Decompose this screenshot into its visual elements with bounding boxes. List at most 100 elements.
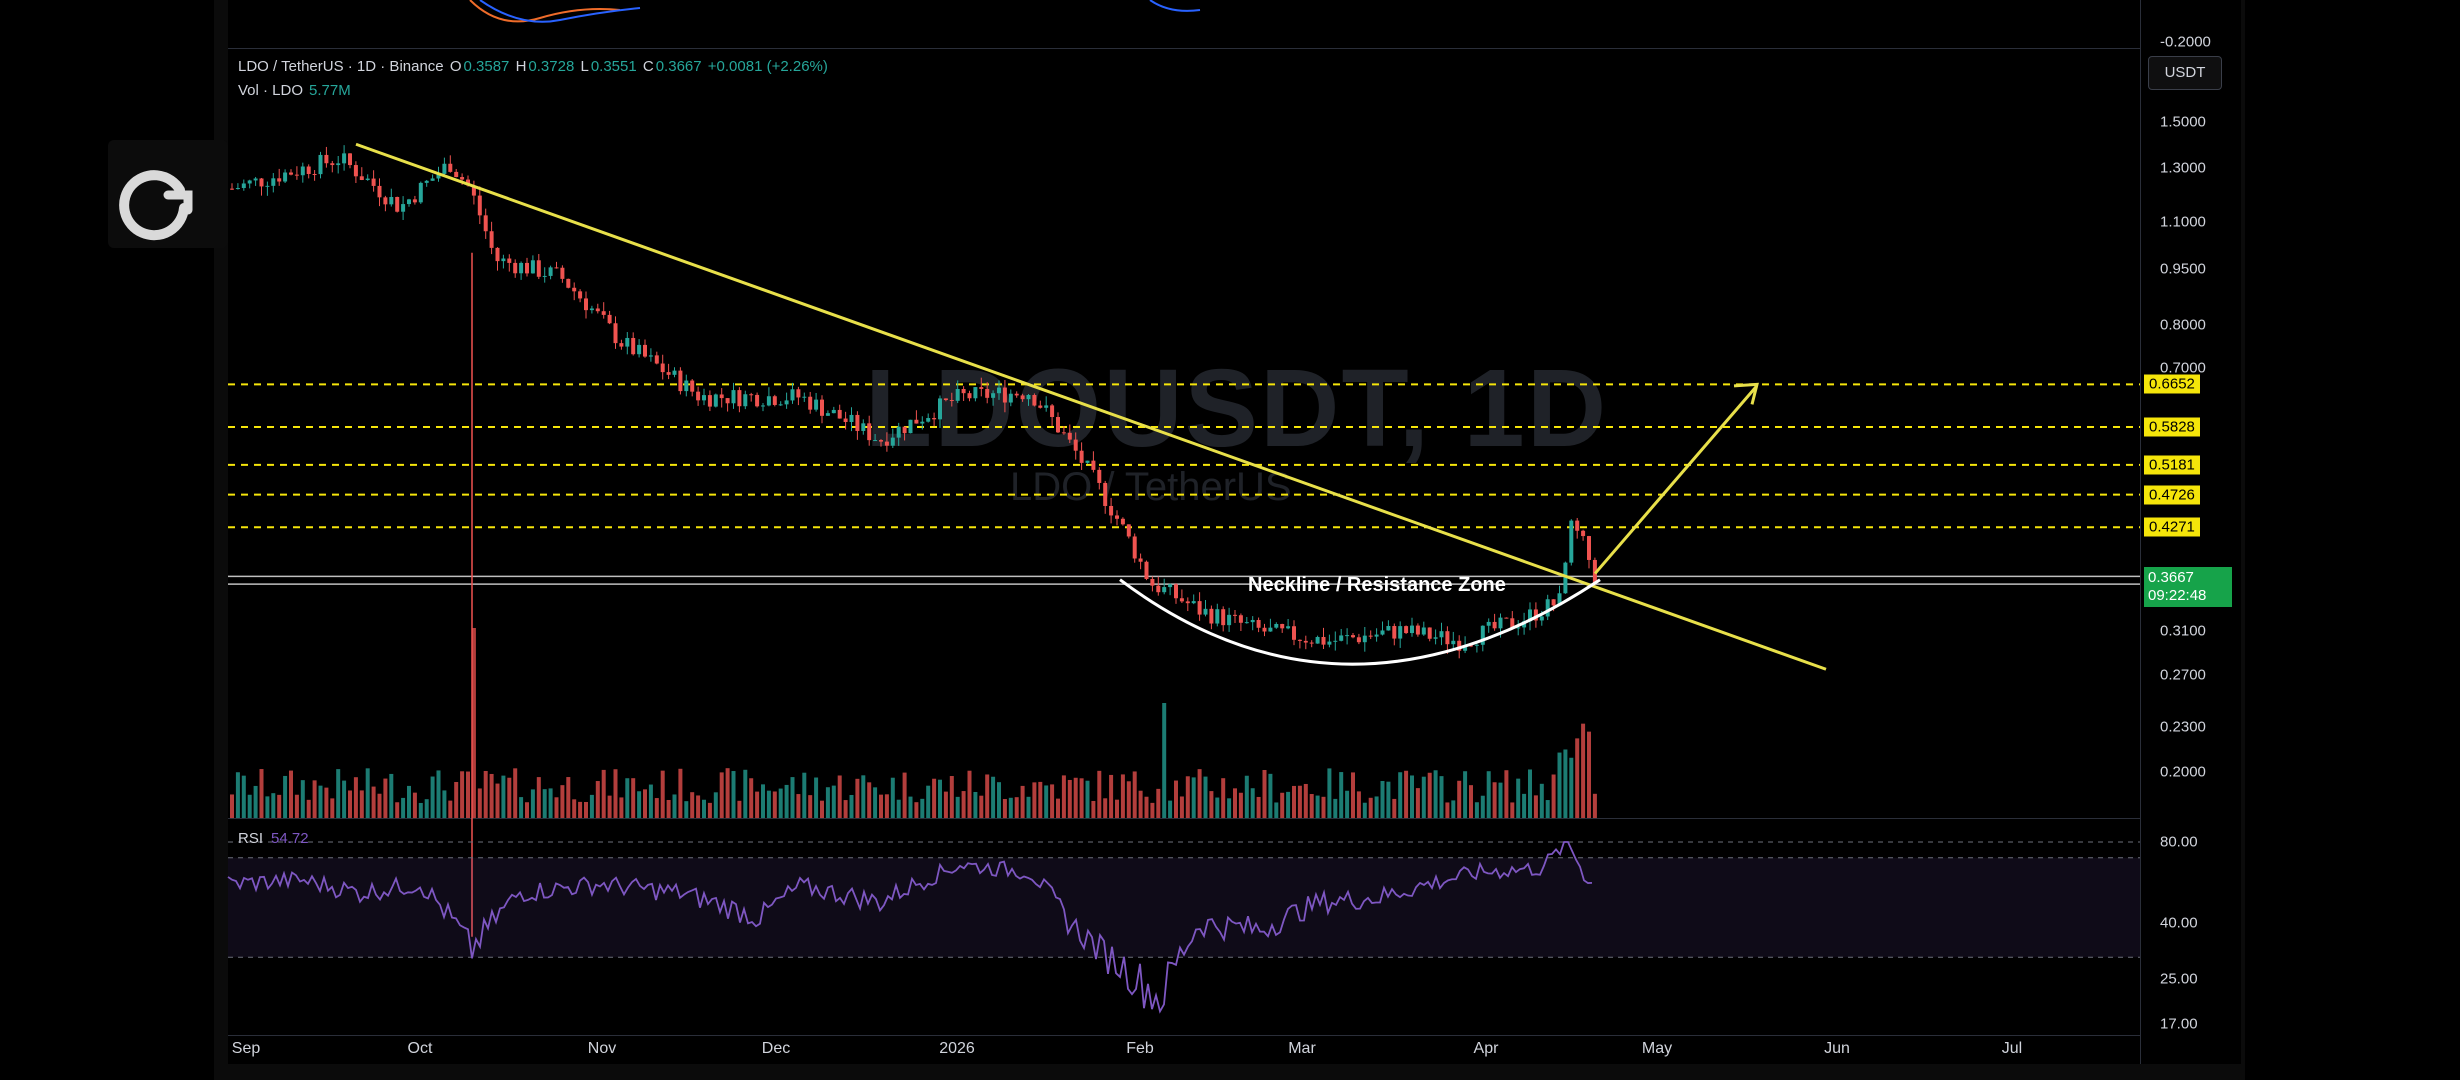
level-tag: 0.6652 [2144,374,2200,394]
candle-body [643,344,647,357]
volume-legend: Vol · LDO 5.77M [238,82,351,99]
candle-body [230,188,234,190]
candle-body [1044,405,1049,408]
candle-body [1262,627,1267,632]
volume-bar [1132,771,1137,818]
volume-bar [454,781,459,818]
volume-bar [1486,771,1491,818]
volume-bar [1309,794,1314,818]
candle-body [289,172,293,175]
candle-body [920,421,925,424]
volume-bar [755,791,760,818]
candle-body [1227,614,1232,626]
candle-body [395,196,400,212]
volume-bar [442,790,447,818]
candle-body [831,409,836,414]
volume-bar [1185,776,1190,818]
currency-button[interactable]: USDT [2148,56,2222,90]
candle-body [1516,627,1521,629]
open-label: O [449,58,462,75]
candle-body [749,394,754,396]
candle-body [424,180,429,183]
volume-bar [749,778,754,818]
chart-area[interactable] [228,0,2140,1064]
volume-bar [1528,769,1532,818]
volume-bar [1433,770,1438,818]
volume-bar [884,794,889,818]
close-label: C [642,58,654,75]
volume-bar [424,799,429,818]
volume-bar [300,780,305,818]
candle-body [820,399,824,416]
candle-body [519,262,524,274]
candle-body [719,394,724,399]
candle-body [601,311,606,315]
candle-body [241,183,246,189]
volume-bar [1244,775,1249,818]
volume-bar [1533,795,1538,818]
volume-bar [1203,776,1208,818]
volume-bar [1545,800,1550,818]
volume-bar [766,790,771,818]
countdown: 09:22:48 [2148,587,2207,604]
volume-bar [1587,731,1591,818]
volume-bar [1480,795,1485,818]
date-label: Apr [1473,1040,1499,1057]
volume-bar [277,794,282,818]
candle-body [336,163,341,166]
volume-bar [436,770,441,818]
price-tick-label: 1.1000 [2160,213,2206,231]
level-tag: 0.5181 [2144,455,2200,475]
volume-bar [566,777,571,818]
candle-body [536,260,541,277]
rounding-bottom-curve [1119,578,1601,666]
candle-body [489,231,494,248]
price-tick-label: 0.8000 [2160,316,2206,334]
candle-body [1038,405,1043,408]
volume-bar [589,794,594,818]
candle-body [454,171,459,178]
candle-body [713,394,718,407]
volume-bar [1380,781,1385,818]
candle-body [619,343,624,347]
volume-bar [1179,796,1184,818]
candle-body [1103,482,1108,506]
time-axis-separator [228,1035,2140,1036]
candle-body [908,419,913,434]
volume-bar [613,769,618,818]
volume-bar [873,787,878,818]
volume-bar [1356,791,1361,818]
volume-bar [1109,774,1114,818]
candle-body [1120,518,1125,525]
candle-body [607,314,612,324]
candle-body [436,173,441,179]
candle-body [1551,599,1556,606]
candle-body [572,287,577,292]
volume-bar [1404,770,1409,818]
candle-body [690,380,695,392]
volume-bar [672,794,677,818]
volume-bar [719,772,724,818]
volume-bar [1474,802,1479,818]
candle-body [1032,394,1037,406]
volume-bar [365,768,370,818]
volume-bar [761,784,765,818]
descending-trendline [355,142,1827,671]
candle-body [1115,515,1119,519]
candle-body [696,391,701,401]
volume-bar [1014,797,1019,818]
candle-body [926,418,931,422]
name-watermark: LDO / TetherUS [1010,465,1292,509]
volume-bar [430,776,435,818]
date-label: May [1641,1040,1673,1057]
volume-bar [772,791,777,818]
volume-bar [306,799,311,818]
candle-body [790,389,795,401]
candle-body [997,387,1001,394]
volume-bar [1079,778,1084,818]
volume-bar [707,802,712,818]
volume-bar [353,777,358,818]
volume-bar [684,801,689,818]
candle-body [725,398,730,404]
volume-bar [631,778,636,818]
